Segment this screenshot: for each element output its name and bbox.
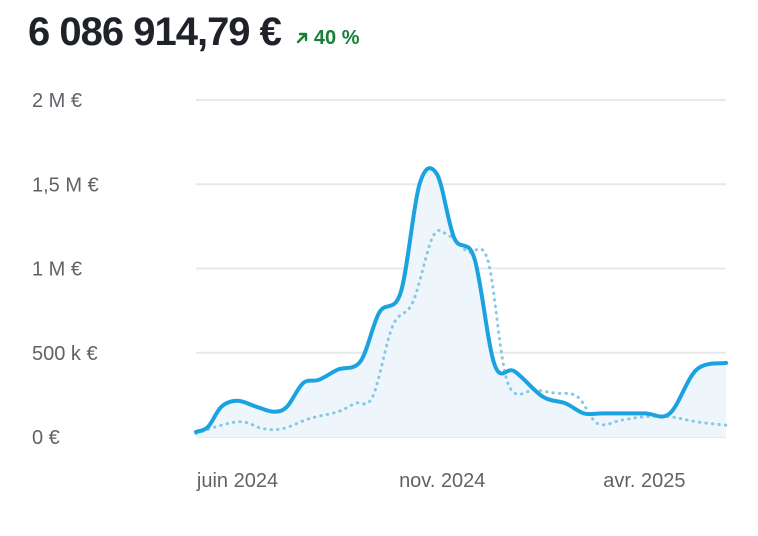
x-axis-ticks: juin 2024 nov. 2024 avr. 2025 bbox=[196, 470, 686, 492]
y-tick-label: 1 M € bbox=[32, 259, 82, 281]
y-axis-ticks: 0 € 500 k € 1 M € 1,5 M € 2 M € bbox=[32, 90, 99, 449]
change-percent: 40 % bbox=[313, 26, 360, 49]
kpi-header: 6 086 914,79 € 40 % bbox=[28, 10, 360, 55]
x-tick-label: juin 2024 bbox=[196, 470, 278, 492]
comparison-series-line bbox=[194, 228, 728, 436]
y-tick-label: 1,5 M € bbox=[32, 174, 99, 196]
plot-area bbox=[194, 166, 728, 437]
y-tick-label: 2 M € bbox=[32, 90, 82, 112]
change-badge: 40 % bbox=[295, 27, 360, 50]
y-tick-label: 0 € bbox=[32, 427, 60, 449]
total-value: 6 086 914,79 € bbox=[28, 10, 282, 54]
x-tick-label: nov. 2024 bbox=[399, 470, 485, 492]
x-tick-label: avr. 2025 bbox=[603, 470, 685, 492]
arrow-up-right-icon bbox=[296, 32, 308, 44]
y-tick-label: 500 k € bbox=[32, 343, 98, 365]
primary-series-line bbox=[194, 166, 728, 434]
series-area bbox=[196, 168, 726, 437]
